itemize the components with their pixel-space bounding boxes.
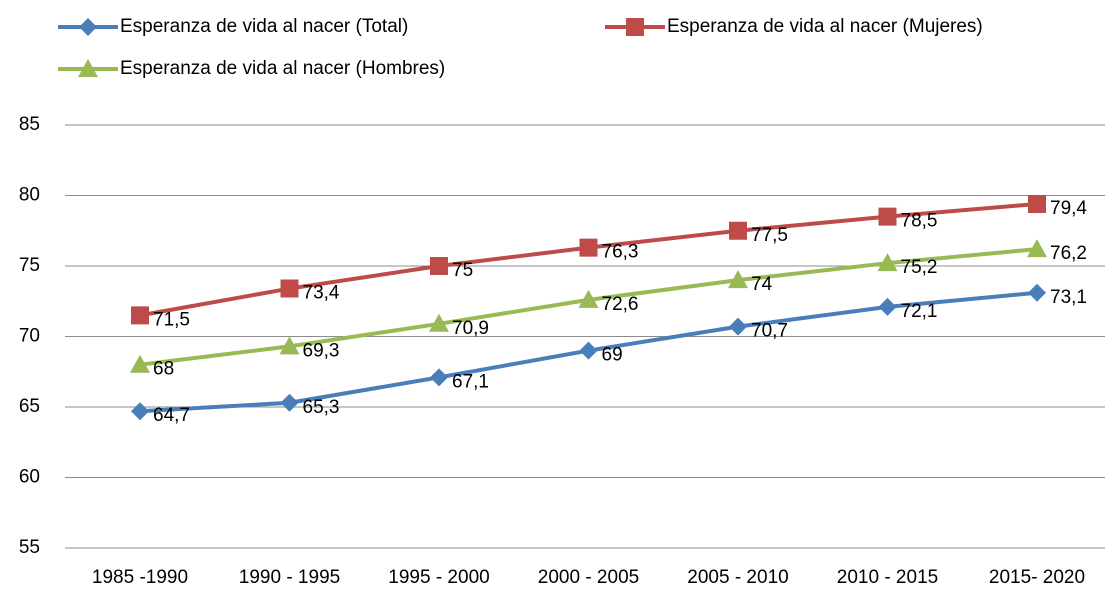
data-label: 69,3 [303, 340, 340, 361]
data-label: 78,5 [901, 211, 938, 232]
y-tick-label: 60 [19, 467, 40, 488]
data-label: 73,1 [1050, 287, 1087, 308]
data-label: 69 [602, 345, 623, 366]
data-point [729, 221, 747, 240]
x-tick-label: 2005 - 2010 [687, 567, 788, 588]
x-tick-label: 1985 -1990 [92, 567, 188, 588]
x-tick-label: 2010 - 2015 [837, 567, 938, 588]
data-label: 64,7 [153, 405, 190, 426]
data-point [131, 306, 149, 325]
data-point [878, 297, 897, 316]
data-label: 70,9 [452, 318, 489, 339]
data-point [578, 289, 599, 308]
data-point [429, 313, 449, 332]
legend-marker [78, 59, 98, 77]
data-point [1028, 194, 1046, 213]
data-label: 67,1 [452, 371, 489, 392]
data-point [131, 402, 149, 421]
data-label: 79,4 [1050, 198, 1087, 219]
x-tick-label: 2015- 2020 [989, 567, 1085, 588]
data-label: 76,3 [602, 242, 639, 263]
data-label: 68 [153, 359, 174, 380]
y-tick-label: 75 [19, 255, 40, 276]
data-point [280, 393, 299, 412]
legend-label: Esperanza de vida al nacer (Total) [120, 16, 408, 37]
data-point [1028, 283, 1046, 302]
data-label: 77,5 [751, 225, 788, 246]
data-label: 71,5 [153, 309, 190, 330]
data-label: 74 [751, 274, 773, 295]
data-label: 72,6 [602, 294, 639, 315]
data-label: 73,4 [303, 283, 340, 304]
data-point [878, 207, 897, 226]
y-tick-label: 65 [19, 396, 40, 417]
data-label: 75,2 [901, 257, 938, 278]
legend-marker [626, 18, 644, 36]
data-point [1027, 239, 1047, 258]
legend-marker [79, 18, 97, 36]
data-point [430, 257, 448, 275]
y-tick-label: 55 [19, 537, 40, 558]
y-tick-label: 70 [19, 326, 40, 347]
x-tick-label: 1995 - 2000 [388, 567, 489, 588]
data-point [280, 279, 299, 298]
data-point [729, 317, 747, 336]
y-tick-label: 85 [19, 114, 40, 135]
data-point [430, 368, 448, 387]
data-label: 72,1 [901, 301, 938, 322]
y-tick-label: 80 [19, 185, 40, 206]
x-tick-label: 1990 - 1995 [239, 567, 340, 588]
data-point [877, 253, 898, 272]
legend-label: Esperanza de vida al nacer (Hombres) [120, 58, 445, 79]
data-label: 65,3 [303, 397, 340, 418]
data-label: 75 [452, 260, 473, 281]
x-tick-label: 2000 - 2005 [538, 567, 639, 588]
data-point [728, 270, 748, 289]
data-point [579, 341, 598, 360]
data-point [579, 238, 598, 257]
data-label: 76,2 [1050, 243, 1087, 264]
data-point [279, 336, 300, 355]
data-point [130, 354, 150, 373]
legend-label: Esperanza de vida al nacer (Mujeres) [667, 16, 983, 37]
data-label: 70,7 [751, 321, 788, 342]
